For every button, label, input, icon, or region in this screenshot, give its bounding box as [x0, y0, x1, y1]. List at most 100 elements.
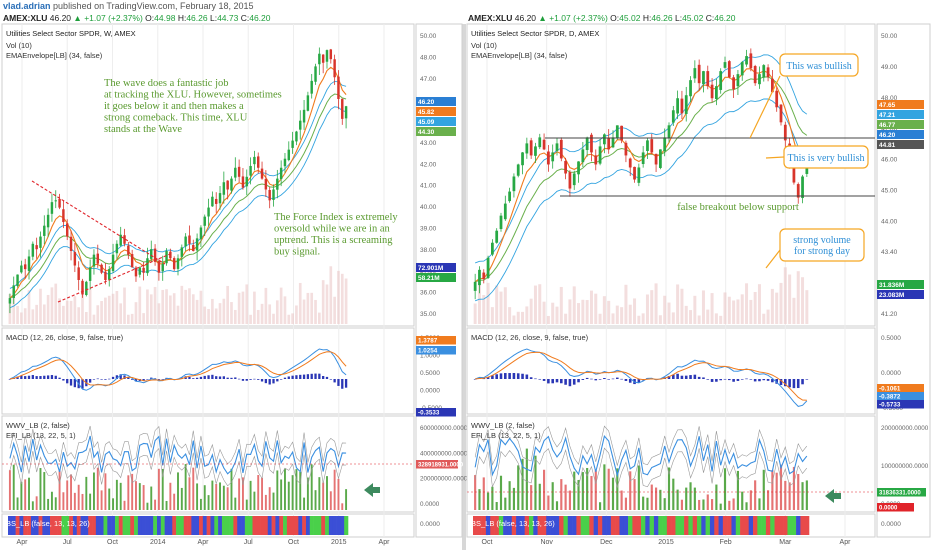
- weekly-volume-bar: [111, 293, 115, 324]
- daily-macd-hist-bar: [740, 379, 744, 380]
- weekly-annotation-line: strong comeback. This time, XLU: [104, 113, 248, 124]
- daily-candle-body: [538, 137, 542, 148]
- daily-volume-bar: [581, 299, 585, 324]
- weekly-bs-cell: [122, 516, 127, 535]
- daily-candle-body: [590, 134, 593, 153]
- daily-force-bar: [547, 495, 550, 510]
- weekly-bs-cell: [294, 516, 299, 535]
- weekly-change: ▲ +1.07 (+2.37%): [73, 13, 143, 23]
- weekly-bs-cell: [256, 516, 261, 535]
- daily-close: 46.20: [714, 13, 736, 23]
- weekly-force-bar: [169, 482, 172, 510]
- daily-x-tick: Dec: [600, 539, 613, 546]
- daily-bs-cell: [602, 516, 607, 535]
- weekly-volume-bar: [249, 314, 252, 324]
- weekly-force-bar: [50, 491, 53, 510]
- weekly-force-bar: [226, 487, 229, 510]
- daily-quote-bar: AMEX:XLU 46.20 ▲ +1.07 (+2.37%) O:45.02 …: [468, 12, 928, 24]
- weekly-force-bar: [85, 476, 88, 510]
- daily-symbol[interactable]: AMEX:XLU: [468, 13, 513, 23]
- daily-macd-badge-text: -0.1061: [879, 386, 901, 393]
- weekly-force-bar: [31, 501, 34, 510]
- daily-candle-body: [594, 155, 598, 165]
- daily-force-bar: [784, 480, 787, 510]
- daily-bs-cell: [765, 516, 771, 535]
- daily-candle-body: [766, 67, 770, 78]
- daily-macd-hist-bar: [521, 373, 524, 379]
- daily-price-badge-text: 46.77: [879, 122, 896, 129]
- daily-bs-cell: [503, 516, 508, 535]
- weekly-force-bar: [199, 498, 202, 510]
- daily-macd-hist-bar: [555, 379, 559, 383]
- weekly-macd-hist-bar: [199, 376, 203, 379]
- weekly-bs-cell: [92, 516, 97, 535]
- weekly-candle-body: [230, 178, 233, 191]
- weekly-volume-bar: [161, 289, 165, 324]
- daily-bs-cell: [791, 516, 797, 535]
- daily-volume-bar: [602, 296, 606, 324]
- daily-force-bar: [732, 498, 735, 510]
- weekly-force-bar: [20, 481, 23, 510]
- weekly-x-tick: Apr: [17, 539, 29, 546]
- daily-force-tick: 100000000.0000: [881, 463, 929, 470]
- weekly-macd-hist-bar: [195, 377, 199, 379]
- weekly-macd-hist-bar: [192, 378, 195, 379]
- weekly-candle-body: [104, 271, 107, 280]
- weekly-bs-cell: [321, 516, 326, 535]
- weekly-macd-badge: [416, 408, 456, 417]
- daily-force-bar: [573, 471, 576, 510]
- weekly-volume-bar: [39, 288, 42, 324]
- weekly-force-bar: [70, 474, 72, 510]
- weekly-price-tick: 35.00: [420, 311, 437, 318]
- daily-candle-body: [620, 125, 623, 141]
- weekly-force-bar: [131, 473, 134, 510]
- weekly-symbol[interactable]: AMEX:XLU: [3, 13, 48, 23]
- weekly-volume-bar: [279, 287, 283, 324]
- daily-bs-cell: [529, 516, 534, 535]
- weekly-volume-bar: [211, 298, 214, 324]
- weekly-macd-hist-bar: [96, 378, 99, 380]
- daily-price-tick: 49.00: [881, 64, 898, 71]
- weekly-volume-bar: [272, 313, 275, 324]
- daily-force-bar: [801, 482, 804, 510]
- weekly-macd-title: MACD (12, 26, close, 9, false, true): [6, 333, 124, 342]
- daily-macd-hist-bar: [508, 373, 511, 379]
- weekly-bs-cell: [50, 516, 55, 535]
- weekly-candle-body: [279, 167, 283, 180]
- daily-candle-body: [684, 95, 688, 114]
- daily-volume-bar: [512, 315, 516, 324]
- daily-price-badge: [877, 290, 924, 299]
- daily-macd-hist-bar: [512, 372, 516, 379]
- weekly-force-bar: [115, 479, 118, 510]
- daily-candle-body: [482, 272, 486, 279]
- daily-force-bar: [758, 498, 761, 510]
- weekly-c-label: C:: [240, 13, 250, 23]
- weekly-bs-cell: [114, 516, 120, 535]
- weekly-volume-bar: [27, 290, 31, 324]
- daily-force-bar: [637, 465, 640, 510]
- daily-force-bar: [568, 490, 571, 510]
- weekly-price-tick: 38.00: [420, 247, 437, 254]
- weekly-volume-bar: [321, 280, 325, 324]
- daily-candle-body: [796, 184, 800, 198]
- weekly-force-bar: [238, 478, 241, 510]
- weekly-force-bar: [24, 479, 27, 510]
- daily-force-bar: [676, 489, 679, 510]
- weekly-volume-bar: [77, 307, 81, 324]
- daily-price-tick: 46.00: [881, 157, 898, 164]
- daily-bs-cell: [507, 516, 513, 535]
- daily-macd-hist-bar: [581, 379, 585, 380]
- weekly-force-badge-text: 328918931.0000: [418, 463, 464, 469]
- daily-volume-callout-text: strong volume: [793, 235, 851, 246]
- daily-macd-hist-bar: [590, 378, 593, 380]
- daily-price-badge-text: 46.20: [879, 132, 896, 139]
- weekly-bs-cell: [38, 516, 43, 535]
- daily-support-label: false breakout below support: [677, 202, 799, 213]
- daily-volume-bar: [551, 302, 555, 324]
- weekly-macd-hist-bar: [302, 374, 306, 379]
- weekly-candle-body: [318, 53, 321, 65]
- daily-bs-cell: [537, 516, 543, 535]
- daily-force-bar: [698, 499, 701, 510]
- author-link[interactable]: vlad.adrian: [3, 1, 51, 11]
